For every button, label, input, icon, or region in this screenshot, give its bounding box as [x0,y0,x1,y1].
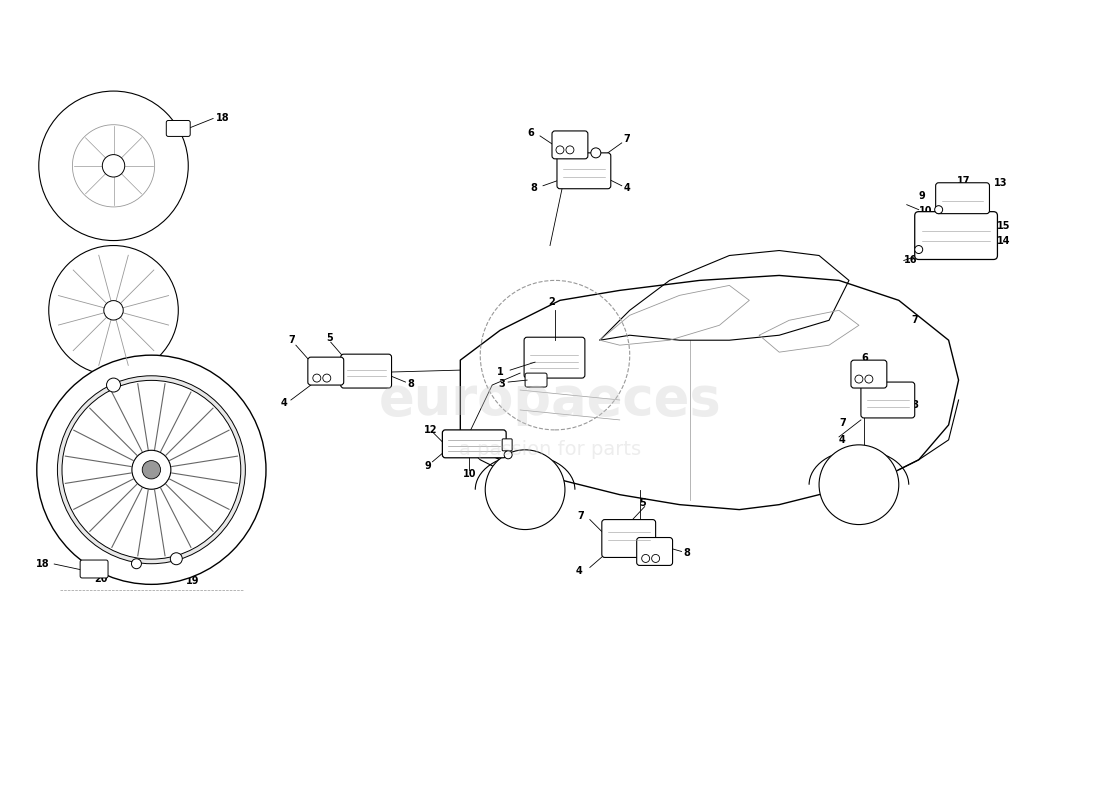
FancyBboxPatch shape [936,182,990,214]
Text: 4: 4 [280,398,288,408]
Circle shape [132,450,170,490]
Text: 13: 13 [993,178,1007,188]
Text: 16: 16 [904,255,917,266]
Text: 9: 9 [918,190,925,201]
Text: 20: 20 [72,392,85,402]
Text: 15: 15 [997,221,1010,230]
Text: 7: 7 [839,418,846,428]
Circle shape [651,554,660,562]
Circle shape [485,450,565,530]
FancyBboxPatch shape [308,357,343,385]
Text: 9: 9 [425,461,431,470]
FancyBboxPatch shape [341,354,392,388]
Circle shape [565,146,574,154]
FancyBboxPatch shape [552,131,587,159]
Text: 4: 4 [839,435,846,445]
Circle shape [322,374,331,382]
Circle shape [36,355,266,584]
Text: 10: 10 [463,469,476,478]
Circle shape [107,378,121,392]
Text: 11: 11 [510,466,524,476]
Circle shape [591,148,601,158]
Circle shape [39,91,188,241]
Text: 5: 5 [640,498,647,508]
FancyBboxPatch shape [525,373,547,387]
FancyBboxPatch shape [80,560,108,578]
Text: 4: 4 [624,182,630,193]
Text: 18: 18 [216,114,230,123]
Text: 7: 7 [576,510,584,521]
Text: 7: 7 [288,335,295,346]
Text: 20: 20 [95,574,108,584]
Text: 8: 8 [530,182,537,193]
Text: 4: 4 [576,566,583,577]
Circle shape [48,246,178,375]
Circle shape [170,553,183,565]
Text: 19: 19 [186,576,200,586]
FancyBboxPatch shape [851,360,887,388]
FancyBboxPatch shape [442,430,506,458]
Text: europaeces: europaeces [378,374,722,426]
Circle shape [73,125,155,207]
Circle shape [935,206,943,214]
Circle shape [312,374,321,382]
Circle shape [855,375,862,383]
Circle shape [102,154,124,177]
Circle shape [57,376,245,564]
FancyBboxPatch shape [915,212,998,259]
FancyBboxPatch shape [503,439,513,451]
Circle shape [641,554,650,562]
Circle shape [556,146,564,154]
Circle shape [103,301,123,320]
Circle shape [62,380,241,559]
Text: 2: 2 [548,298,554,307]
Text: 8: 8 [912,400,918,410]
Text: 8: 8 [407,379,415,389]
Circle shape [142,461,161,479]
Text: 12: 12 [424,425,437,435]
Text: 7: 7 [912,315,918,326]
Circle shape [865,375,873,383]
FancyBboxPatch shape [557,153,611,189]
FancyBboxPatch shape [637,538,672,566]
Text: 17: 17 [957,176,970,186]
Text: 18: 18 [36,559,50,569]
Circle shape [820,445,899,525]
Text: 8: 8 [683,549,691,558]
Text: a passion for parts: a passion for parts [459,440,641,459]
FancyBboxPatch shape [166,121,190,137]
Text: 6: 6 [527,128,534,138]
Circle shape [504,451,513,458]
FancyBboxPatch shape [524,338,585,378]
Text: 5: 5 [326,334,332,343]
Text: 3: 3 [498,379,505,389]
Circle shape [132,558,142,569]
Circle shape [915,246,923,254]
Text: 1: 1 [497,367,504,377]
Text: 6: 6 [861,353,868,363]
FancyBboxPatch shape [602,519,656,558]
FancyBboxPatch shape [861,382,915,418]
Text: 14: 14 [997,235,1010,246]
Text: 10: 10 [918,206,932,216]
Text: 7: 7 [624,134,630,144]
